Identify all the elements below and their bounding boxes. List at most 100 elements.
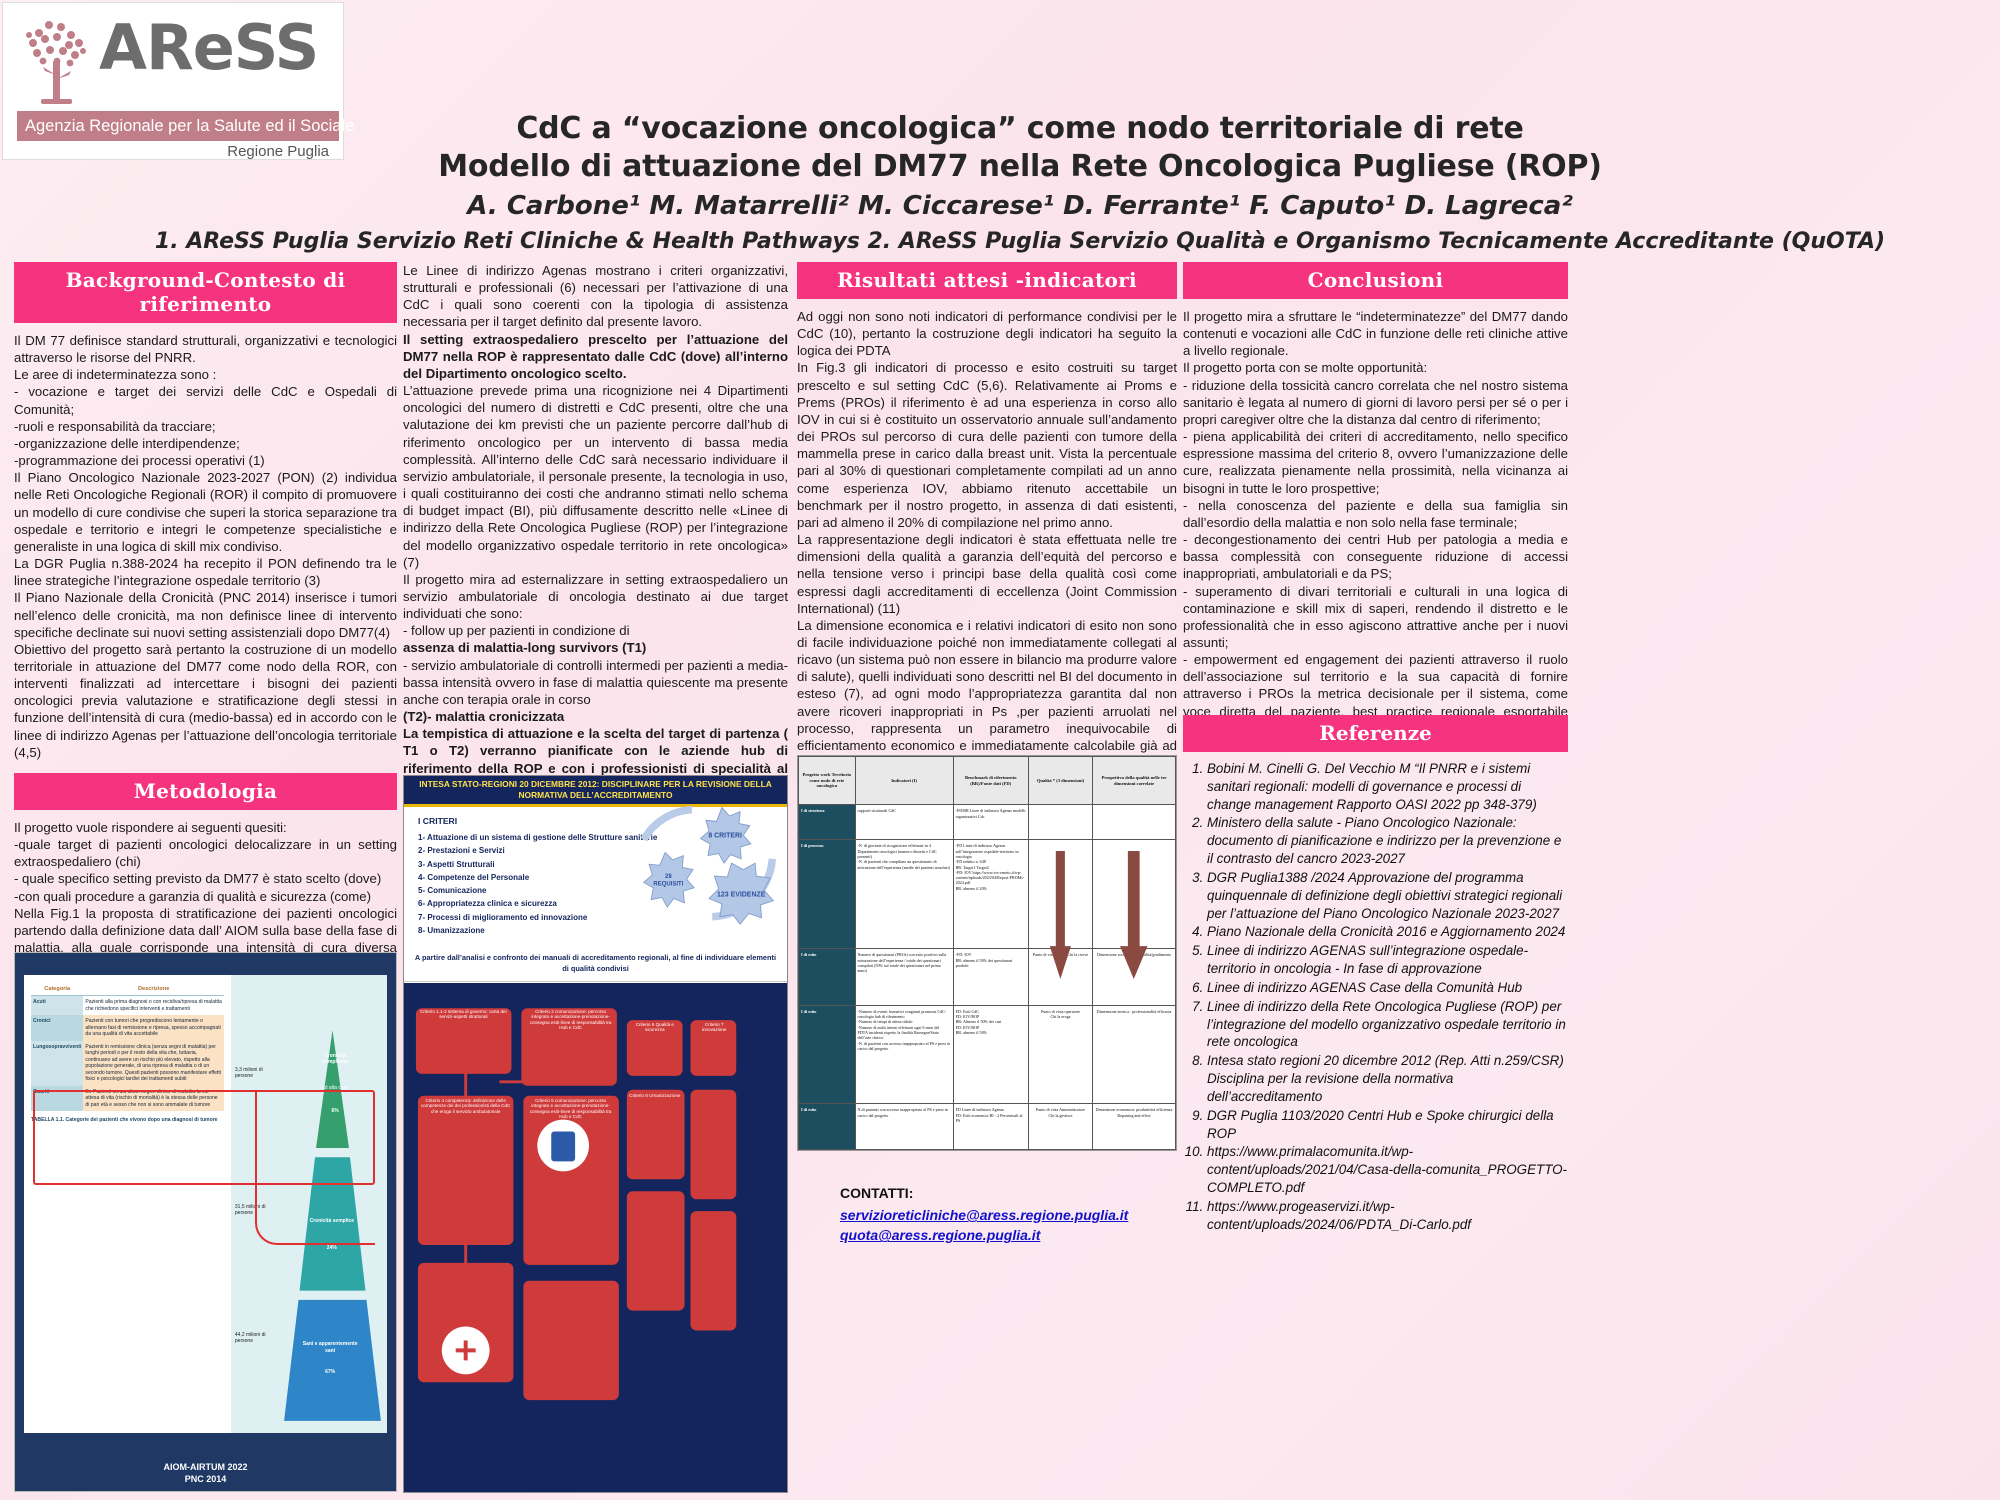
fig3-image: Progetto work Territorio come nodo di re… — [797, 755, 1177, 1151]
list-item: Linee di indirizzo AGENAS sull’integrazi… — [1207, 942, 1568, 978]
fig2-footnote: A partire dall’analisi e confronto dei m… — [414, 952, 777, 973]
list-item: https://www.primalacomunita.it/wp-conten… — [1207, 1143, 1568, 1196]
section-title-background: Background-Contesto di riferimento — [14, 262, 397, 323]
col2-body2: L’attuazione prevede prima una ricognizi… — [403, 383, 788, 639]
pyramid-tier-pct: 24% — [326, 1245, 337, 1252]
fig3-col-header: Qualità * (3 dimensioni) — [1027, 756, 1094, 806]
fig2-blob-label: 28 — [665, 874, 672, 880]
section-title-conclusioni: Conclusioni — [1183, 262, 1568, 299]
col2-bold-t2: (T2)- malattia cronicizzata — [403, 709, 565, 725]
fig3-col-header: Indicatori (I) — [854, 756, 954, 806]
logo-wordmark: AReSS — [99, 11, 319, 84]
list-item: 6- Appropriatezza clinica e sicurezza — [418, 899, 557, 909]
logo-region: Regione Puglia — [227, 143, 329, 160]
col2-body3: - servizio ambulatoriale di controlli in… — [403, 657, 788, 707]
fig3-quality — [1027, 839, 1094, 980]
fig3-perspective: Dimensione economica: produttività effic… — [1092, 1103, 1176, 1150]
pyramid-side-label: 31,5 milioni di persone — [234, 1204, 266, 1217]
fig3-benchmark: -FD Linee di indirizzo Agenas sull’integ… — [952, 839, 1029, 950]
fig3-quality: Punto di vista Amministratore Chi la ges… — [1027, 1103, 1094, 1150]
list-item: https://www.progeaservizi.it/wp-content/… — [1207, 1198, 1568, 1234]
fig1-cat: Acuti — [31, 995, 84, 1016]
fig3-indicator: rapporti strutturali CdC — [854, 804, 954, 841]
contact-email-1[interactable]: servizioreticliniche@aress.regione.pugli… — [840, 1207, 1129, 1223]
fig2-flow-cell: Criterio 5 comunicazione: percorso integ… — [529, 1097, 612, 1120]
risultati-body: Ad oggi non sono noti indicatori di perf… — [797, 309, 1177, 770]
poster-authors: A. Carbone¹ M. Matarrelli² M. Ciccarese¹… — [467, 190, 1573, 221]
table-row: I di esito Numero di questionari (PROs) … — [798, 948, 1176, 1006]
col2-intro: Le Linee di indirizzo Agenas mostrano i … — [403, 263, 788, 330]
fig2-criteria-heading: I CRITERI — [418, 815, 458, 826]
fig2-flow-svg — [415, 1008, 737, 1401]
logo-tagline: Agenzia Regionale per la Salute ed il So… — [17, 111, 354, 141]
table-row: Acuti Pazienti alla prima diagnosi o con … — [31, 995, 224, 1016]
pyramid-tier-label: Sani e apparentemente sani — [302, 1341, 358, 1354]
fig3-area: I di struttura — [798, 804, 856, 841]
fig3-indicator: N.di pazienti con accesso inappropriato … — [854, 1103, 954, 1150]
fig2-blob-label: REQUISITI — [653, 882, 683, 888]
fig1-cat: Lungosopravviventi — [31, 1040, 84, 1086]
list-item: DGR Puglia1388 /2024 Approvazione del pr… — [1207, 869, 1568, 922]
column-metodo-detail: Le Linee di indirizzo Agenas mostrano i … — [403, 262, 788, 987]
pyramid-tier-label: Cronicità complessa — [322, 1052, 348, 1066]
fig3-perspective — [1092, 804, 1176, 841]
fig1-table-note: TABELLA 1.1. Categorie dei pazienti che … — [31, 1117, 218, 1124]
list-item: Linee di indirizzo AGENAS Case della Com… — [1207, 979, 1568, 997]
pyramid-tier-pct: 67% — [325, 1368, 336, 1375]
fig2-gear-diagram: 8 CRITERI 28 REQUISITI 123 EVIDENZE — [640, 805, 777, 925]
pyramid-side-label: 44,2 milioni di persone — [234, 1332, 266, 1345]
table-header-row: Progetto work Territorio come nodo di re… — [798, 756, 1176, 806]
fig2-flow-cell: Criterio 3 comunicazione: percorso integ… — [529, 1008, 612, 1031]
list-item: DGR Puglia 1103/2020 Centri Hub e Spoke … — [1207, 1107, 1568, 1143]
fig3-area: I di esito — [798, 1004, 856, 1105]
fig1-footer: AIOM-AIRTUM 2022 PNC 2014 — [15, 1461, 396, 1485]
col2-bold-setting: Il setting extraospedaliero prescelto pe… — [403, 331, 788, 381]
contact-email-2[interactable]: quota@aress.regione.puglia.it — [840, 1227, 1041, 1244]
column-referenze: Referenze Bobini M. Cinelli G. Del Vecch… — [1183, 715, 1568, 1235]
pyramid-tier-pct: 6% — [331, 1107, 339, 1114]
table-row: I di esito N.di pazienti con accesso ina… — [798, 1103, 1176, 1150]
pyramid-side-label: 3,3 milioni di persone — [234, 1066, 263, 1079]
list-item: Intesa stato regioni 20 dicembre 2012 (R… — [1207, 1052, 1568, 1105]
fig2-blob-label: 123 EVIDENZE — [717, 891, 766, 898]
fig1-highlight-connector — [255, 1090, 375, 1245]
list-item: 3- Aspetti Strutturali — [418, 859, 495, 869]
fig3-benchmark: -FD/BR Linee di indirizzo Agenas modelli… — [952, 804, 1029, 841]
fig3-area: I di esito — [798, 948, 856, 1006]
conclusioni-body: Il progetto mira a sfruttare le “indeter… — [1183, 309, 1568, 736]
table-row: I di struttura rapporti strutturali CdC … — [798, 804, 1176, 841]
section-title-risultati: Risultati attesi -indicatori — [797, 262, 1177, 299]
poster-title-line1: CdC a “vocazione oncologica” come nodo t… — [516, 111, 1524, 146]
fig1-desc: Pazienti in remissione clinica (senza se… — [83, 1040, 224, 1086]
table-row: I di esito -Numero di eventi formativi c… — [798, 1004, 1176, 1105]
fig2-flow-diagram: Criterio 1.1-2 sistema di governo: carta… — [404, 983, 787, 1492]
down-arrow-icon — [1049, 851, 1072, 980]
fig3-area: I di esito — [798, 1103, 856, 1150]
tree-icon — [26, 21, 86, 104]
fig3-col-header: Progetto work Territorio come nodo di re… — [798, 756, 856, 806]
fig2-flow-cell: Criterio 1.1-2 sistema di governo: carta… — [420, 1008, 507, 1020]
fig2-image: INTESA STATO-REGIONI 20 DICEMBRE 2012: D… — [403, 775, 788, 1493]
fig3-benchmark: FD: Esiti CdC FD: IOV/ROP BR: Almeno il … — [952, 1004, 1029, 1105]
fig1-source-2: PNC 2014 — [184, 1473, 227, 1484]
fig3-quality — [1027, 804, 1094, 841]
aress-logo: AReSS Agenzia Regionale per la Salute ed… — [2, 2, 354, 160]
fig2-flow-cell: Criterio 7 innovazione — [701, 1021, 727, 1033]
fig1-source-1: AIOM-AIRTUM 2022 — [163, 1461, 248, 1472]
down-arrow-icon — [1120, 851, 1148, 980]
fig1-col-header: Categoria — [31, 983, 84, 996]
table-row: Cronici Pazienti con tumori che progredis… — [31, 1015, 224, 1041]
fig3-col-header: Benchmark di riferimento (BR)/Fonte dati… — [952, 756, 1029, 806]
fig1-desc: Pazienti con tumori che progrediscono le… — [83, 1015, 224, 1041]
list-item: Ministero della salute - Piano Oncologic… — [1207, 814, 1568, 867]
list-item: 1- Attuazione di un sistema di gestione … — [418, 833, 658, 843]
reference-list: Bobini M. Cinelli G. Del Vecchio M “Il P… — [1183, 760, 1568, 1234]
list-item: Piano Nazionale della Cronicità 2016 e A… — [1207, 923, 1568, 941]
fig1-cat: Cronici — [31, 1015, 84, 1041]
fig3-perspective: Dimensione tecnica : professionalità eff… — [1092, 1004, 1176, 1105]
pyramid-tier-sub: ad alta cura — [321, 1084, 349, 1091]
col2-bold-t1: assenza di malattia-long survivors (T1) — [403, 640, 647, 656]
fig1-table: Categoria Descrizione Acuti Pazienti alla… — [31, 983, 224, 1112]
fig2-flow-cell: Criterio 6 Qualità e sicurezza — [635, 1021, 674, 1033]
fig1-table-panel: Categoria Descrizione Acuti Pazienti alla… — [24, 975, 231, 1433]
